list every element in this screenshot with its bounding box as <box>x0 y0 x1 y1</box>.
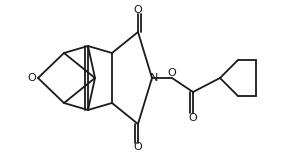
Text: O: O <box>134 5 142 15</box>
Text: N: N <box>150 73 158 83</box>
Text: O: O <box>28 73 36 83</box>
Text: O: O <box>168 68 176 78</box>
Text: O: O <box>134 142 142 152</box>
Text: O: O <box>189 113 197 123</box>
